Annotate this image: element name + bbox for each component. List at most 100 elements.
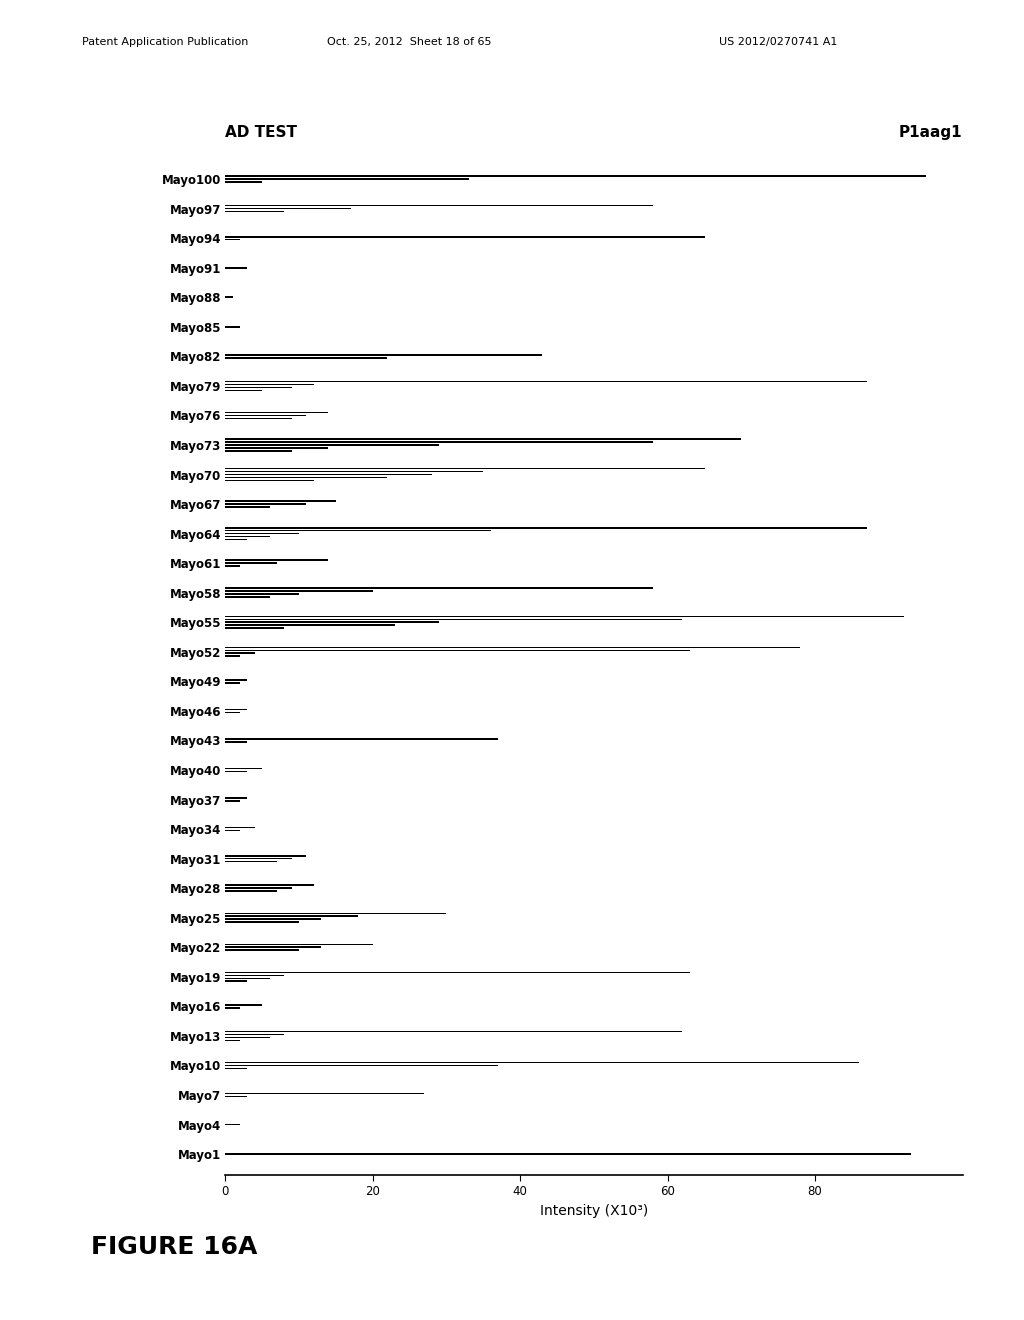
- Bar: [225, 507, 269, 508]
- Bar: [225, 533, 299, 535]
- Bar: [225, 656, 240, 657]
- Bar: [225, 590, 373, 593]
- Bar: [225, 981, 248, 982]
- Bar: [225, 477, 387, 478]
- Bar: [225, 678, 248, 681]
- Bar: [225, 1096, 248, 1097]
- Text: Patent Application Publication: Patent Application Publication: [82, 37, 248, 48]
- Bar: [225, 471, 483, 473]
- Bar: [225, 1068, 248, 1069]
- Bar: [225, 624, 395, 626]
- Bar: [225, 380, 866, 383]
- Bar: [225, 536, 269, 537]
- Bar: [225, 622, 439, 623]
- Bar: [225, 211, 285, 213]
- Bar: [225, 441, 653, 442]
- Bar: [225, 768, 262, 770]
- Bar: [225, 529, 490, 532]
- Bar: [225, 356, 387, 359]
- Bar: [225, 682, 240, 684]
- Bar: [225, 709, 248, 710]
- Bar: [225, 1005, 262, 1006]
- Bar: [225, 619, 682, 620]
- Bar: [225, 207, 350, 210]
- Bar: [225, 412, 329, 413]
- Bar: [225, 1034, 285, 1035]
- Bar: [225, 597, 269, 598]
- Bar: [225, 527, 866, 528]
- Bar: [225, 1007, 240, 1008]
- Bar: [225, 615, 903, 618]
- Bar: [225, 919, 322, 920]
- Bar: [225, 387, 292, 388]
- Bar: [225, 176, 926, 177]
- Bar: [225, 354, 543, 355]
- Bar: [225, 797, 248, 799]
- Bar: [225, 445, 439, 446]
- Bar: [225, 741, 248, 743]
- Bar: [225, 384, 313, 385]
- Bar: [225, 503, 306, 506]
- Bar: [225, 297, 232, 298]
- Bar: [225, 1154, 911, 1155]
- Text: Oct. 25, 2012  Sheet 18 of 65: Oct. 25, 2012 Sheet 18 of 65: [328, 37, 492, 48]
- Bar: [225, 500, 336, 502]
- Bar: [225, 974, 285, 977]
- Bar: [225, 1093, 424, 1094]
- Bar: [225, 447, 329, 449]
- Bar: [225, 1065, 498, 1067]
- Bar: [225, 1061, 859, 1064]
- Bar: [225, 438, 741, 440]
- Bar: [225, 239, 240, 240]
- Bar: [225, 652, 255, 655]
- Text: FIGURE 16A: FIGURE 16A: [91, 1236, 257, 1259]
- Bar: [225, 921, 299, 923]
- Bar: [225, 826, 255, 829]
- Bar: [225, 560, 329, 561]
- Bar: [225, 587, 653, 589]
- Bar: [225, 594, 299, 595]
- Text: AD TEST: AD TEST: [225, 125, 297, 140]
- Bar: [225, 887, 292, 888]
- Bar: [225, 627, 285, 630]
- Bar: [225, 738, 498, 739]
- Bar: [225, 267, 248, 268]
- Bar: [225, 949, 299, 950]
- Bar: [225, 389, 262, 391]
- Bar: [225, 467, 705, 470]
- Bar: [225, 1123, 240, 1126]
- Bar: [225, 944, 373, 945]
- Bar: [225, 1036, 269, 1039]
- Bar: [225, 830, 240, 832]
- Bar: [225, 474, 432, 475]
- X-axis label: Intensity (X10³): Intensity (X10³): [540, 1204, 648, 1218]
- Bar: [225, 891, 276, 892]
- Bar: [225, 800, 240, 801]
- Bar: [225, 236, 705, 238]
- Bar: [225, 326, 240, 327]
- Bar: [225, 916, 358, 917]
- Bar: [225, 972, 690, 973]
- Bar: [225, 178, 469, 180]
- Text: P1aag1: P1aag1: [899, 125, 963, 140]
- Bar: [225, 450, 292, 451]
- Bar: [225, 771, 248, 772]
- Bar: [225, 479, 313, 482]
- Text: US 2012/0270741 A1: US 2012/0270741 A1: [719, 37, 838, 48]
- Bar: [225, 978, 269, 979]
- Bar: [225, 1031, 682, 1032]
- Bar: [225, 417, 292, 420]
- Bar: [225, 539, 248, 540]
- Bar: [225, 946, 322, 948]
- Bar: [225, 855, 306, 857]
- Bar: [225, 562, 276, 564]
- Bar: [225, 565, 240, 568]
- Bar: [225, 649, 690, 651]
- Bar: [225, 884, 313, 886]
- Bar: [225, 205, 653, 206]
- Bar: [225, 711, 240, 713]
- Bar: [225, 858, 292, 859]
- Bar: [225, 647, 801, 648]
- Bar: [225, 414, 306, 416]
- Bar: [225, 181, 262, 183]
